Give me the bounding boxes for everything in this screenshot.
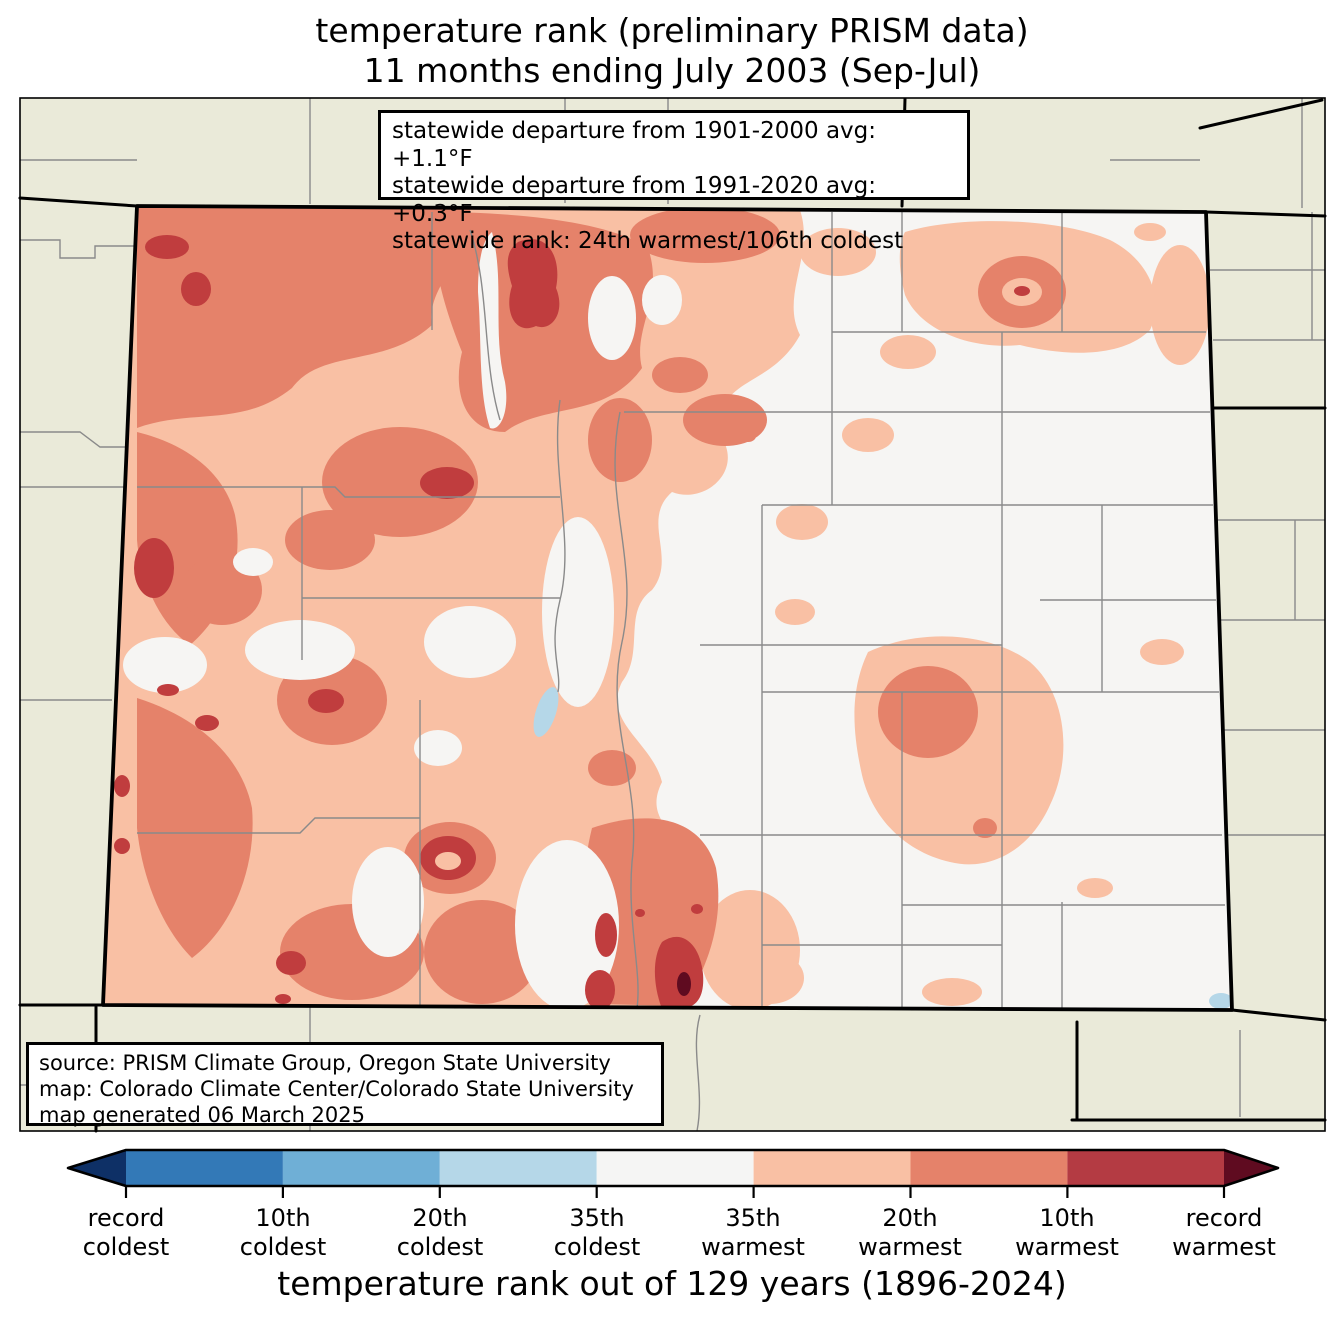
statewide-stats-box: statewide departure from 1901-2000 avg: …: [378, 110, 970, 254]
rank-blob-record-warmest: [677, 972, 691, 996]
colorbar-label-20th-coldest: 20th coldest: [396, 1204, 484, 1261]
source-line: source: PRISM Climate Group, Oregon Stat…: [39, 1051, 611, 1075]
stats-rank: statewide rank: 24th warmest/106th colde…: [392, 228, 904, 254]
stats-departure-1991-2020: statewide departure from 1991-2020 avg: …: [392, 173, 876, 227]
colorbar-label-10th-coldest: 10th coldest: [239, 1204, 327, 1261]
figure-title-line1: temperature rank (preliminary PRISM data…: [315, 11, 1029, 50]
rank-blobs-coldside: [533, 687, 1232, 1009]
figure-title-line2: 11 months ending July 2003 (Sep-Jul): [363, 51, 981, 90]
colorbar-arrow-record-coldest: [68, 1150, 126, 1186]
colorbar-label-20th-warmest: 20th warmest: [858, 1204, 962, 1261]
rank-blobs-near-median: [123, 232, 682, 1010]
map-credit-line: map: Colorado Climate Center/Colorado St…: [39, 1077, 634, 1101]
stats-departure-1901-2000: statewide departure from 1901-2000 avg: …: [392, 118, 876, 172]
colorado-border: [101, 204, 1234, 1012]
source-credit-box: source: PRISM Climate Group, Oregon Stat…: [26, 1042, 664, 1127]
colorbar-label-record-warmest: record warmest: [1172, 1204, 1276, 1261]
colorado-county-lines: [137, 212, 1225, 1010]
rank-blobs-10th-warmest: [114, 235, 1030, 1010]
colorbar: [66, 1148, 1280, 1198]
colorbar-arrow-record-warmest: [1224, 1150, 1278, 1186]
colorbar-label-10th-warmest: 10th warmest: [1015, 1204, 1119, 1261]
colorbar-label-35th-warmest: 35th warmest: [701, 1204, 805, 1261]
axes-frame: [19, 97, 1326, 1132]
colorbar-caption: temperature rank out of 129 years (1896-…: [277, 1264, 1067, 1303]
colorbar-label-35th-coldest: 35th coldest: [553, 1204, 641, 1261]
colorado-rank-surface: [103, 206, 1232, 1010]
colorbar-ticks: [124, 1186, 1226, 1198]
colorbar-label-record-coldest: record coldest: [82, 1204, 170, 1261]
generated-date-line: map generated 06 March 2025: [39, 1103, 366, 1127]
